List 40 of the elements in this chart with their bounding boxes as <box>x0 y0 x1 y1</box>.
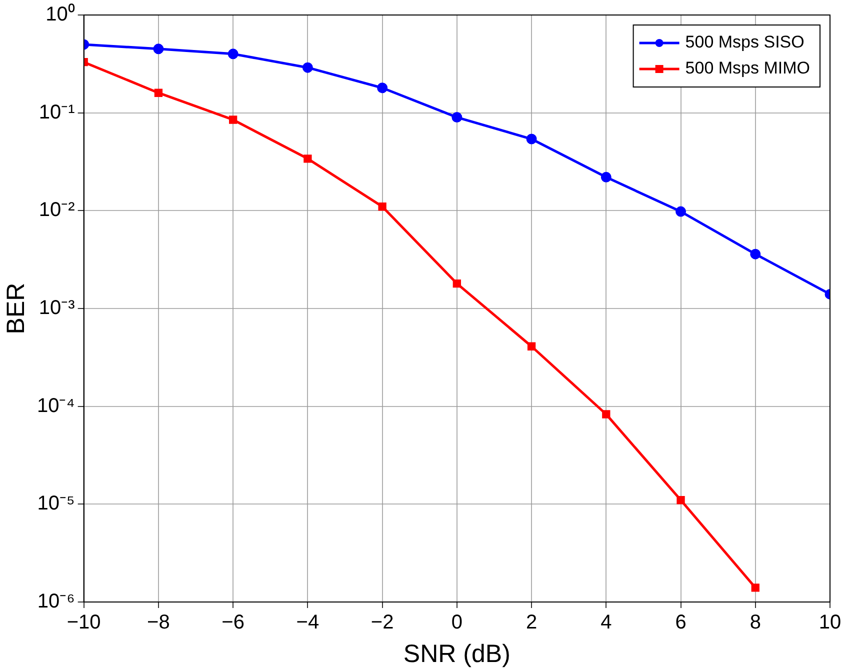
y-tick-label: 10⁻⁵ <box>37 492 75 515</box>
point <box>751 584 760 592</box>
x-tick-label: 8 <box>750 612 761 634</box>
point <box>228 116 238 124</box>
point <box>676 496 685 504</box>
x-tick-label: 6 <box>675 612 686 634</box>
y-tick-label: 10⁰ <box>46 2 75 26</box>
point <box>154 88 163 97</box>
x-tick-label: −2 <box>370 612 394 634</box>
point <box>750 248 761 260</box>
point <box>378 202 386 211</box>
y-tick-label: 10⁻² <box>38 199 76 222</box>
point <box>526 134 537 144</box>
point <box>452 279 461 288</box>
point <box>377 82 388 94</box>
y-tick-label: 10⁻¹ <box>38 101 76 124</box>
x-tick-label: 10 <box>818 612 842 634</box>
x-tick-label: −8 <box>147 612 170 634</box>
y-tick-label: 10⁻⁶ <box>37 590 75 613</box>
point <box>304 154 312 163</box>
x-tick-label: 4 <box>600 612 612 634</box>
legend-label: 500 Msps SISO <box>685 32 804 52</box>
x-tick-label: −10 <box>66 612 101 634</box>
y-tick-label: 10⁻³ <box>38 297 76 320</box>
x-tick-label: 2 <box>526 612 538 634</box>
point <box>602 410 610 418</box>
x-tick-label: −4 <box>296 612 320 634</box>
point <box>228 48 238 60</box>
y-axis-title: BER <box>2 282 30 334</box>
x-axis-title: SNR (dB) <box>403 640 510 668</box>
x-tick-label: −6 <box>222 612 244 634</box>
y-tick-label: 10⁻⁴ <box>36 394 75 417</box>
point <box>527 342 536 350</box>
point <box>452 112 462 123</box>
x-tick-label: 0 <box>451 612 462 634</box>
point <box>600 172 612 182</box>
point <box>676 206 686 217</box>
legend-label: 500 Msps MIMO <box>685 58 810 78</box>
point <box>153 44 164 54</box>
point <box>302 62 313 73</box>
